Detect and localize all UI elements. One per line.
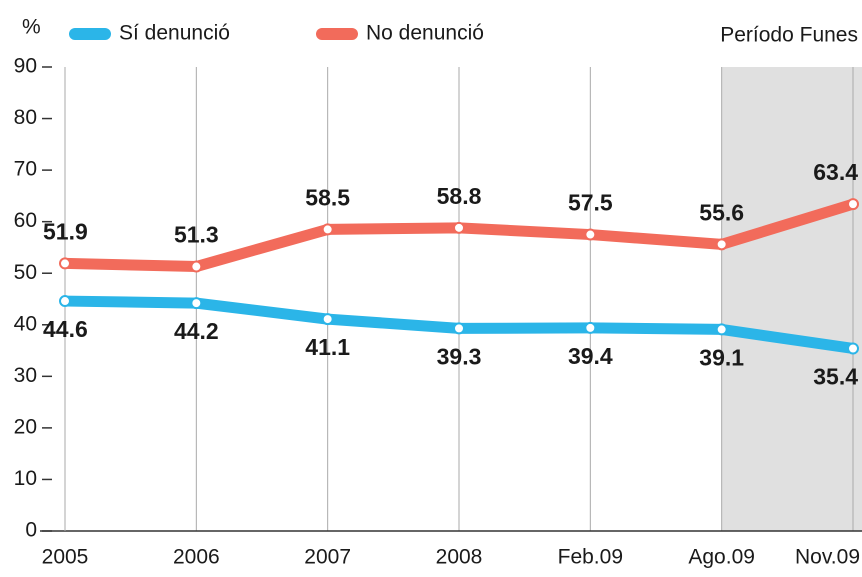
- x-tick-label: Nov.09: [795, 546, 860, 569]
- data-label: 39.1: [699, 344, 744, 370]
- y-tick-label: 70: [14, 158, 37, 181]
- data-label: 51.3: [174, 222, 219, 248]
- data-point: [59, 295, 71, 308]
- data-point: [453, 322, 465, 335]
- data-label: 39.4: [568, 343, 613, 369]
- data-point: [190, 297, 203, 310]
- data-point: [847, 198, 859, 211]
- data-point: [584, 321, 597, 334]
- data-point: [59, 257, 71, 270]
- data-label: 39.3: [437, 343, 482, 369]
- y-tick-label: 60: [14, 209, 37, 232]
- data-label: 58.8: [437, 183, 482, 209]
- data-point: [321, 223, 334, 236]
- data-label: 55.6: [699, 199, 744, 225]
- legend-label: No denunció: [366, 22, 484, 45]
- y-tick-label: 90: [14, 55, 37, 78]
- data-point: [453, 221, 465, 234]
- highlight-region: [721, 67, 862, 531]
- y-tick-label: 40: [14, 312, 37, 335]
- data-label: 51.9: [43, 219, 88, 245]
- y-tick-label: 80: [14, 106, 37, 129]
- data-point: [847, 342, 859, 355]
- y-tick-label: 0: [25, 519, 37, 542]
- x-tick-label: 2006: [173, 546, 220, 569]
- data-label: 35.4: [813, 364, 858, 390]
- y-axis-label: %: [22, 16, 41, 39]
- data-point: [321, 313, 334, 326]
- data-label: 63.4: [813, 159, 858, 185]
- data-label: 41.1: [305, 334, 350, 360]
- data-point: [715, 323, 728, 336]
- x-tick-label: 2008: [436, 546, 483, 569]
- x-tick-label: 2007: [304, 546, 351, 569]
- data-label: 57.5: [568, 190, 613, 216]
- data-label: 44.2: [174, 318, 219, 344]
- data-label: 44.6: [43, 316, 88, 342]
- x-tick-label: Feb.09: [558, 546, 623, 569]
- x-tick-label: Ago.09: [688, 546, 755, 569]
- highlight-label: Período Funes: [720, 24, 858, 47]
- y-tick-label: 10: [14, 467, 37, 490]
- y-tick-label: 20: [14, 415, 37, 438]
- x-tick-label: 2005: [42, 546, 89, 569]
- data-point: [584, 228, 597, 241]
- data-point: [190, 260, 203, 273]
- data-point: [715, 238, 728, 251]
- y-tick-label: 30: [14, 364, 37, 387]
- legend-label: Sí denunció: [119, 22, 230, 45]
- data-label: 58.5: [305, 184, 350, 210]
- y-tick-label: 50: [14, 261, 37, 284]
